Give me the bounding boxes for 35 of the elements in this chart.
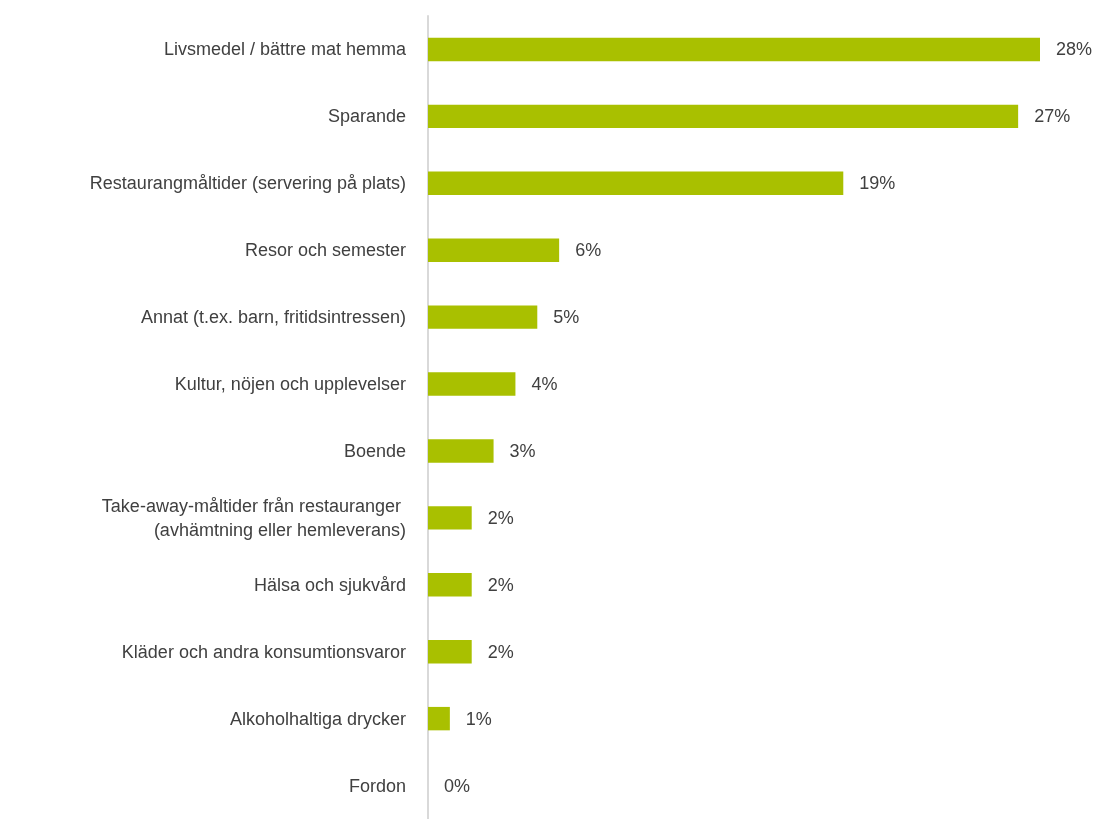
data-label: 6% xyxy=(575,240,602,261)
bar xyxy=(428,439,494,463)
data-label: 2% xyxy=(487,507,514,528)
y-tick-label: Livsmedel / bättre mat hemma xyxy=(163,39,407,60)
data-label: 27% xyxy=(1034,106,1071,127)
y-tick-label: Annat (t.ex. barn, fritidsintressen) xyxy=(140,307,406,328)
y-tick-label: Alkoholhaltiga drycker xyxy=(229,708,406,729)
bar xyxy=(428,506,472,530)
data-label: 1% xyxy=(465,708,492,729)
y-tick-label: Kläder och andra konsumtionsvaror xyxy=(121,641,406,662)
y-tick-label: Take-away-måltider från restauranger (avhämtning eller hemleverans) xyxy=(101,495,406,540)
y-tick-label: Restaurangmåltider (servering på plats) xyxy=(89,173,406,194)
bar xyxy=(428,640,472,664)
bar xyxy=(428,171,844,195)
y-tick-label: Sparande xyxy=(327,106,406,127)
data-label: 3% xyxy=(509,440,536,461)
data-label: 5% xyxy=(553,307,580,328)
data-label: 0% xyxy=(444,775,471,796)
bar xyxy=(428,238,560,262)
y-tick-label: Boende xyxy=(343,440,406,461)
bar xyxy=(428,104,1019,129)
bar xyxy=(428,37,1040,62)
bar xyxy=(428,706,450,731)
y-tick-label: Kultur, nöjen och upplevelser xyxy=(174,374,406,395)
data-label: 19% xyxy=(859,173,896,194)
bar xyxy=(428,372,516,396)
y-tick-label: Fordon xyxy=(348,775,406,796)
data-label: 28% xyxy=(1056,39,1093,60)
bar xyxy=(428,305,538,329)
data-label: 4% xyxy=(531,374,558,395)
data-label: 2% xyxy=(487,574,514,595)
data-label: 2% xyxy=(487,641,514,662)
bar xyxy=(428,573,472,597)
y-tick-label: Hälsa och sjukvård xyxy=(253,574,406,595)
y-tick-label: Resor och semester xyxy=(244,240,406,261)
